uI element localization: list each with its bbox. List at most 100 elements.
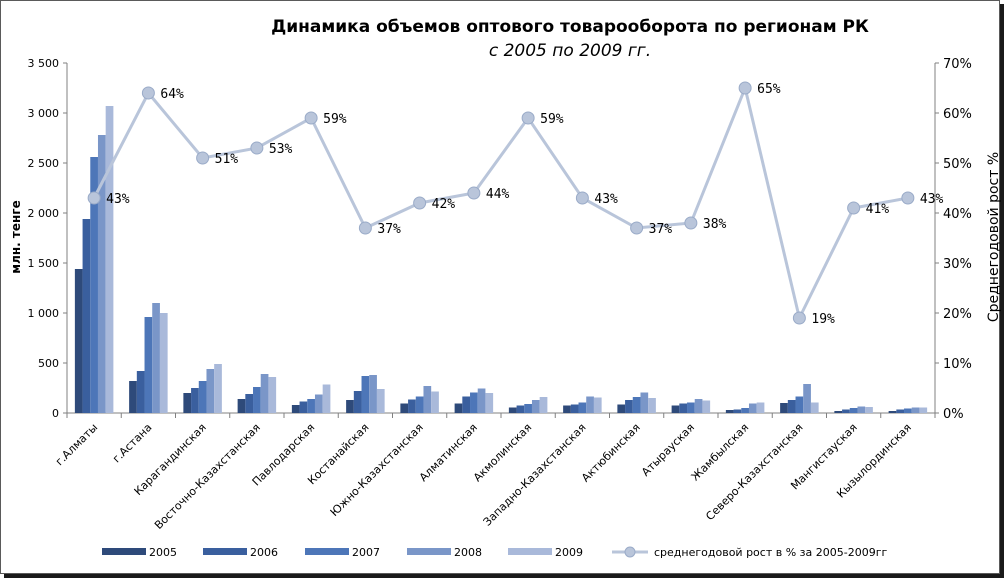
bar [671, 405, 680, 413]
bar [756, 402, 765, 413]
axes: 0 0% 500 10% 1 000 20% 1 500 30% 2 000 40% 2 500 50… [28, 57, 972, 422]
bar [253, 387, 261, 413]
bar [849, 408, 858, 413]
y-tick-label: 1 500 [28, 257, 60, 270]
bar [679, 403, 688, 413]
legend-label: 2008 [454, 546, 482, 559]
bar [361, 376, 370, 413]
bar [834, 411, 843, 413]
legend-label: 2007 [352, 546, 380, 559]
legend-swatch [203, 548, 247, 555]
bar [346, 400, 354, 413]
growth-data-label: 59% [323, 112, 347, 127]
bar [632, 397, 641, 413]
bar [82, 219, 91, 413]
bar [322, 384, 331, 413]
growth-point [196, 151, 210, 165]
growth-line: 43% 64% 51% 53% 59% 37% 42% 44% 59% 43% 37% 38% 65% 1… [87, 81, 944, 327]
bar [268, 377, 277, 413]
bar [570, 404, 579, 413]
bar [136, 371, 145, 413]
bar [245, 394, 254, 413]
bar [787, 400, 796, 413]
y-tick-label: 3 500 [28, 57, 60, 70]
y2-tick-label: 70% [943, 57, 972, 72]
y-tick-label: 500 [38, 357, 59, 370]
growth-point [521, 111, 535, 125]
category-label: Атырауская [639, 421, 697, 479]
bar [508, 407, 517, 413]
growth-point [250, 141, 264, 155]
bar [198, 381, 207, 413]
bar [291, 405, 300, 413]
y-tick-label: 3 000 [28, 107, 60, 120]
growth-point [792, 311, 806, 325]
growth-point [575, 191, 589, 205]
bar [159, 313, 168, 413]
bar [748, 403, 757, 413]
bar [90, 157, 98, 413]
bar [477, 388, 486, 413]
growth-data-label: 43% [106, 192, 130, 207]
growth-series-line [92, 83, 909, 323]
category-label: Актюбинская [579, 421, 643, 485]
bar [423, 386, 432, 413]
bar [152, 303, 160, 413]
bar [702, 400, 711, 413]
bar [795, 396, 804, 413]
y2-tick-label: 30% [943, 257, 972, 272]
bar [919, 407, 928, 413]
bar [144, 317, 153, 413]
y2-tick-label: 50% [943, 157, 972, 172]
bar [780, 403, 788, 413]
y2-tick-label: 20% [943, 307, 972, 322]
bar [911, 407, 920, 413]
bar [299, 401, 308, 413]
growth-data-label: 65% [757, 82, 781, 97]
growth-data-label: 43% [594, 192, 618, 207]
growth-point [304, 111, 318, 125]
y2-axis-label: Среднегодовой рост % [986, 152, 1002, 322]
bar [129, 381, 137, 413]
bar [314, 394, 323, 413]
bar [904, 408, 912, 413]
y-tick-label: 2 000 [28, 207, 60, 220]
y-tick-label: 0 [52, 407, 59, 420]
growth-point [87, 191, 101, 205]
bar [896, 409, 905, 413]
bar [307, 399, 315, 413]
growth-data-label: 37% [649, 222, 673, 237]
bar [810, 402, 819, 413]
growth-data-label: 59% [540, 112, 564, 127]
growth-data-label: 42% [432, 197, 456, 212]
y2-tick-label: 60% [943, 107, 972, 122]
y-tick-label: 2 500 [28, 157, 60, 170]
legend-swatch [102, 548, 146, 555]
growth-point [738, 81, 752, 95]
bar [648, 398, 656, 413]
growth-point [141, 86, 155, 100]
category-label: Южно-Казахстанская [328, 421, 426, 519]
bar [97, 135, 106, 413]
bar [516, 405, 525, 413]
legend-label: среднегодовой рост в % за 2005-2009гг [654, 546, 887, 559]
bar [206, 369, 215, 413]
growth-data-label: 44% [486, 187, 510, 202]
bar [485, 393, 494, 413]
bar [105, 106, 114, 413]
category-label: Западно-Казахстанская [481, 421, 589, 529]
bar [431, 391, 439, 413]
category-label: Северо-Казахстанская [703, 421, 805, 523]
growth-data-label: 64% [160, 87, 184, 102]
category-label: г.Алматы [53, 421, 100, 468]
bar [74, 269, 83, 413]
y2-tick-label: 40% [943, 207, 972, 222]
growth-data-label: 38% [703, 217, 727, 232]
growth-point [901, 191, 915, 205]
y-axis-label: млн. тенге [9, 200, 23, 273]
bar [741, 408, 749, 413]
bar [725, 410, 734, 413]
bar [237, 399, 246, 413]
growth-point [684, 216, 698, 230]
